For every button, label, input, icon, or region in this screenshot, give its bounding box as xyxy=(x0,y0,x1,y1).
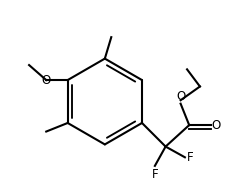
Text: F: F xyxy=(152,168,158,181)
Text: F: F xyxy=(187,151,194,164)
Text: O: O xyxy=(212,119,221,132)
Text: O: O xyxy=(42,74,51,87)
Text: O: O xyxy=(176,90,185,103)
